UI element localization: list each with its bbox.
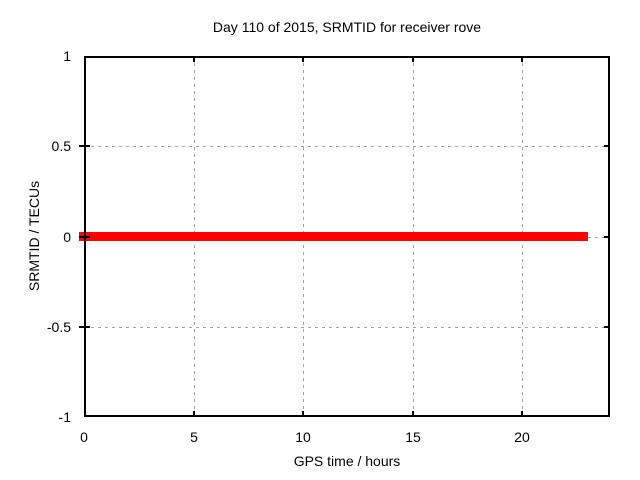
- y-tick-right: [604, 145, 610, 147]
- y-tick-label: -1: [58, 409, 71, 425]
- x-tick-bottom: [302, 411, 304, 417]
- y-tick-label: 0: [63, 229, 71, 245]
- gridline-y-0.5: [84, 145, 610, 147]
- chart-title: Day 110 of 2015, SRMTID for receiver rov…: [212, 19, 482, 35]
- x-tick-bottom: [193, 411, 195, 417]
- y-tick-left: [79, 326, 90, 328]
- y-tick-label: 1: [63, 48, 71, 64]
- y-tick-label: 0.5: [51, 138, 71, 154]
- x-tick-top: [521, 56, 523, 62]
- x-tick-bottom: [521, 411, 523, 417]
- y-tick-label: -0.5: [46, 319, 71, 335]
- x-tick-label: 0: [80, 429, 88, 445]
- x-tick-top: [302, 56, 304, 62]
- y-tick-right: [604, 236, 610, 238]
- x-tick-label: 20: [514, 429, 530, 445]
- x-tick-label: 10: [295, 429, 311, 445]
- x-tick-label: 15: [405, 429, 421, 445]
- y-tick-right: [604, 326, 610, 328]
- axis-border-top: [84, 56, 610, 58]
- x-axis-label: GPS time / hours: [293, 453, 401, 469]
- axis-border-bottom: [84, 415, 610, 417]
- y-tick-left: [79, 236, 90, 238]
- x-tick-top: [412, 56, 414, 62]
- x-tick-label: 5: [190, 429, 198, 445]
- plot-area: [79, 56, 610, 417]
- y-tick-left: [79, 145, 90, 147]
- series-line-srmtid: [79, 232, 589, 241]
- x-tick-top: [193, 56, 195, 62]
- gridline-y--0.5: [84, 326, 610, 328]
- x-tick-bottom: [412, 411, 414, 417]
